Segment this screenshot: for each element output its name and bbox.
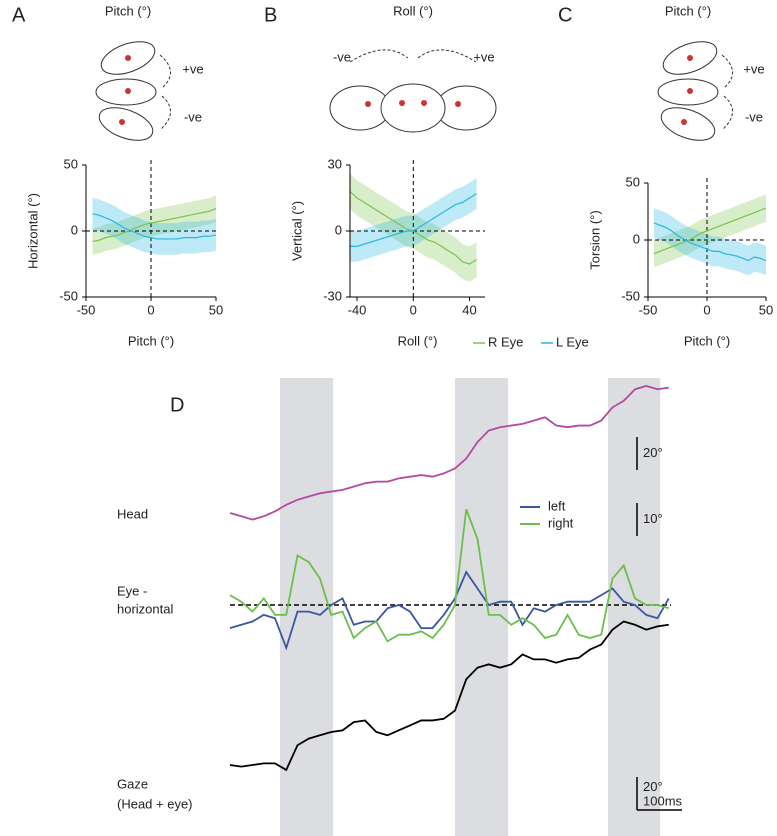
trace-line — [229, 570, 670, 651]
panel-label: B — [264, 4, 277, 26]
x-tick-label: 40 — [462, 302, 476, 317]
series-line — [350, 193, 477, 247]
series-line — [92, 208, 217, 243]
x-tick-label: 0 — [410, 302, 417, 317]
error-band — [92, 198, 216, 255]
y-tick-label: -30 — [323, 288, 342, 303]
trace-line — [229, 620, 669, 772]
annotation: -ve — [745, 109, 763, 124]
trace-label: (Head + eye) — [117, 796, 193, 811]
panel-title: Pitch (°) — [665, 3, 711, 18]
scale-label: 10° — [643, 511, 663, 526]
y-tick-label: 50 — [64, 156, 78, 171]
time-scale-label: 100ms — [643, 793, 683, 808]
y-axis-label: Vertical (°) — [289, 201, 304, 261]
panel-title: Pitch (°) — [105, 3, 151, 18]
y-tick-label: -50 — [621, 288, 640, 303]
panel-label: C — [558, 4, 572, 26]
shaded-epoch — [455, 378, 509, 836]
x-tick-label: -50 — [77, 302, 96, 317]
x-tick-label: 0 — [703, 302, 710, 317]
y-tick-label: 30 — [328, 156, 342, 171]
annotation: -ve — [184, 109, 202, 124]
x-tick-label: -50 — [639, 302, 658, 317]
x-axis-label: Roll (°) — [398, 333, 438, 348]
y-axis-label: Horizontal (°) — [25, 193, 40, 269]
x-axis-label: Pitch (°) — [128, 333, 174, 348]
legend-label: R Eye — [488, 334, 523, 349]
annotation: +ve — [182, 61, 203, 76]
illustration-a — [95, 41, 171, 141]
error-band — [653, 194, 766, 268]
illustration-c — [657, 41, 733, 141]
error-band — [92, 195, 216, 255]
trace-label: horizontal — [117, 601, 173, 616]
x-tick-label: 0 — [147, 302, 154, 317]
y-axis-label: Torsion (°) — [587, 210, 602, 269]
annotation: +ve — [743, 61, 764, 76]
scale-label: 20° — [643, 445, 663, 460]
y-tick-label: 0 — [71, 222, 78, 237]
trace-label: Gaze — [117, 776, 148, 791]
panel-title: Roll (°) — [393, 3, 433, 18]
legend-label: L Eye — [556, 334, 589, 349]
trace-label: Eye - — [117, 583, 147, 598]
annotation: -ve — [333, 49, 351, 64]
y-tick-label: 0 — [633, 231, 640, 246]
error-band — [653, 208, 766, 276]
panel-label: D — [170, 394, 184, 416]
x-tick-label: 50 — [209, 302, 223, 317]
x-axis-label: Pitch (°) — [684, 333, 730, 348]
y-tick-label: 50 — [626, 174, 640, 189]
x-tick-label: 50 — [759, 302, 773, 317]
y-tick-label: 0 — [335, 222, 342, 237]
series-line — [92, 213, 217, 240]
annotation: +ve — [473, 49, 494, 64]
trace-label: Head — [117, 506, 148, 521]
series-line — [653, 207, 767, 255]
x-tick-label: -40 — [348, 302, 367, 317]
illustration-b — [329, 49, 497, 133]
trace-line — [229, 385, 669, 521]
legend-label: left — [548, 498, 566, 513]
scale-label: 20° — [643, 779, 663, 794]
panel-label: A — [12, 4, 26, 26]
trace-line — [229, 508, 670, 643]
series-line — [653, 222, 767, 262]
shaded-epoch — [279, 378, 334, 836]
y-tick-label: -50 — [59, 288, 78, 303]
error-band — [350, 173, 477, 282]
legend-label: right — [548, 515, 574, 530]
shaded-epoch — [608, 378, 661, 836]
